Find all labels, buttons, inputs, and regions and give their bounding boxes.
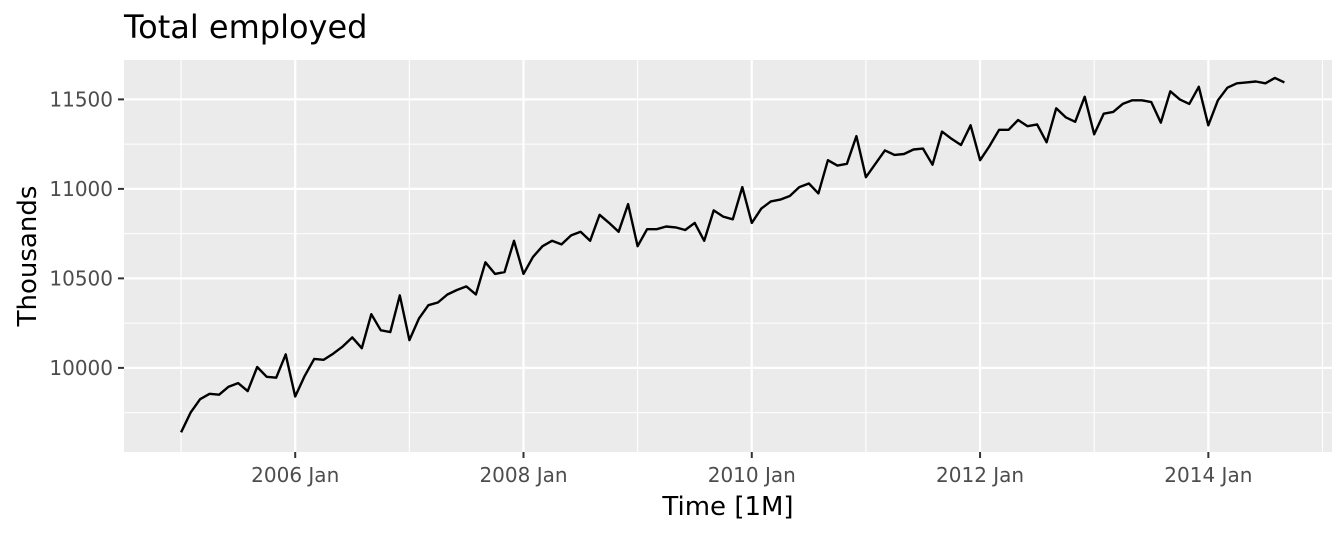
y-tick-label: 10000 (49, 356, 113, 380)
plot-panel (124, 60, 1332, 452)
minor-gridlines (124, 60, 1332, 452)
y-axis-title: Thousands (13, 186, 43, 328)
series-line (180, 76, 1285, 433)
y-tick-label: 11500 (49, 87, 113, 111)
x-tick-label: 2014 Jan (1164, 463, 1252, 487)
y-tick-label: 10500 (49, 266, 113, 290)
x-tick-label: 2010 Jan (708, 463, 796, 487)
major-gridlines (124, 60, 1332, 452)
x-axis-title: Time [1M] (661, 492, 793, 522)
x-tick-label: 2008 Jan (479, 463, 567, 487)
x-axis-ticks: 2006 Jan 2008 Jan 2010 Jan 2012 Jan 2014 Jan (251, 452, 1252, 487)
y-tick-label: 11000 (49, 177, 113, 201)
chart-title: Total employed (123, 8, 367, 46)
series-group (180, 76, 1285, 433)
y-axis-ticks: 10000 10500 11000 11500 (49, 87, 124, 380)
x-tick-label: 2012 Jan (936, 463, 1024, 487)
x-tick-label: 2006 Jan (251, 463, 339, 487)
